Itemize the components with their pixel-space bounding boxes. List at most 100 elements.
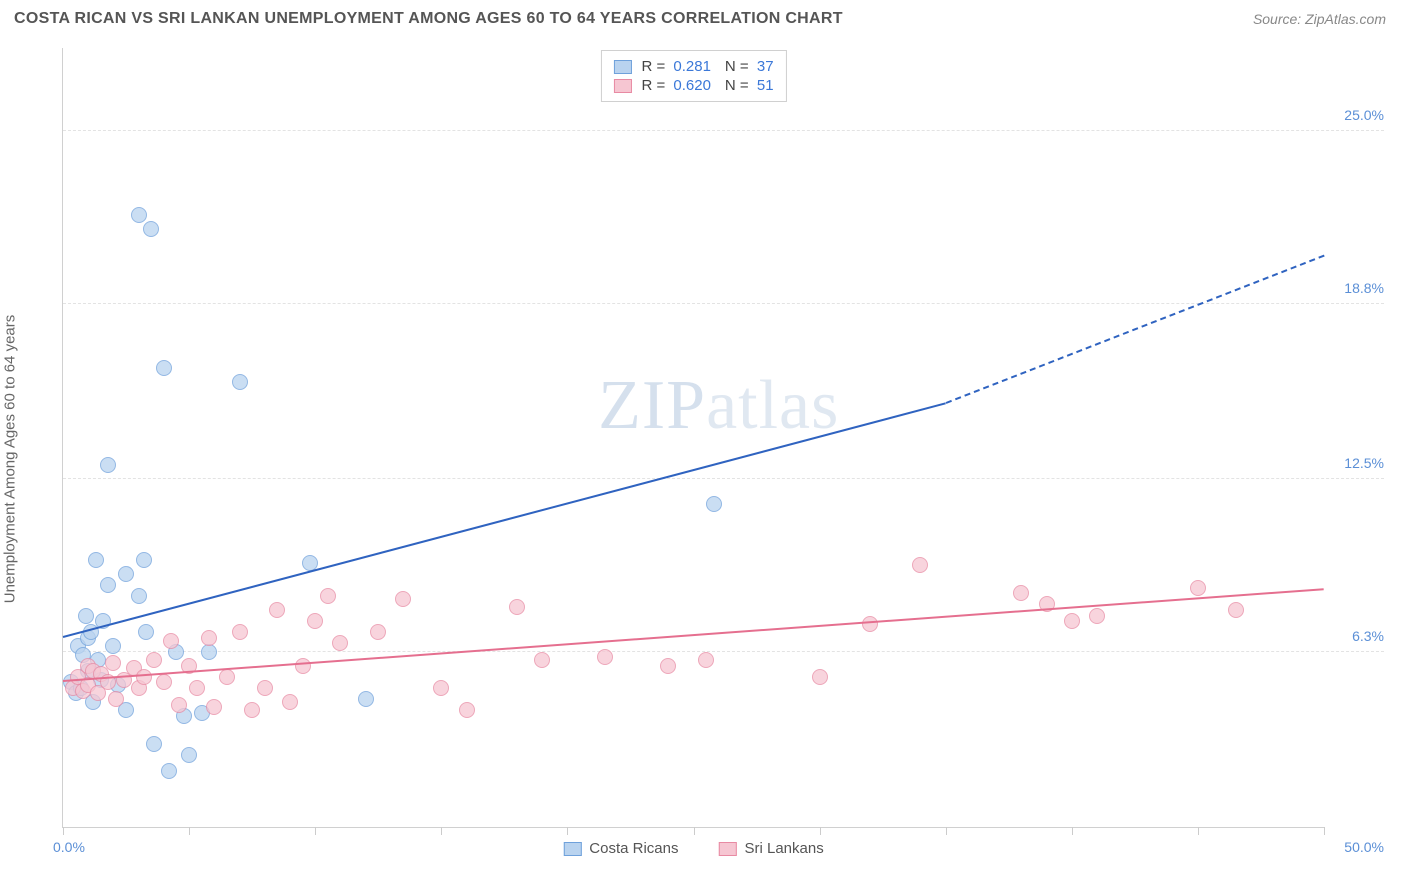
legend-label: Costa Ricans [589,840,678,857]
data-point [332,635,348,651]
chart-area: Unemployment Among Ages 60 to 64 years Z… [14,40,1392,878]
data-point [1013,585,1029,601]
data-point [131,207,147,223]
data-point [131,588,147,604]
data-point [108,691,124,707]
legend-r: R = 0.281N = 37 [641,58,773,75]
data-point [433,680,449,696]
legend-label: Sri Lankans [744,840,823,857]
data-point [597,649,613,665]
data-point [1064,613,1080,629]
data-point [1228,602,1244,618]
data-point [156,674,172,690]
y-axis-label: Unemployment Among Ages 60 to 64 years [2,315,19,604]
data-point [206,699,222,715]
data-point [257,680,273,696]
data-point [201,630,217,646]
data-point [105,638,121,654]
x-axis-max-label: 50.0% [1344,839,1384,855]
data-point [78,608,94,624]
data-point [88,552,104,568]
data-point [105,655,121,671]
trend-line [63,589,1324,683]
data-point [100,457,116,473]
data-point [395,591,411,607]
legend-item: Sri Lankans [718,840,823,857]
trend-line-extrapolated [945,255,1324,404]
data-point [118,566,134,582]
legend-series: Costa Ricans Sri Lankans [563,840,823,857]
watermark-bold: ZIP [598,367,706,444]
data-point [146,652,162,668]
chart-title: COSTA RICAN VS SRI LANKAN UNEMPLOYMENT A… [14,10,843,28]
source-label: Source: ZipAtlas.com [1253,11,1386,27]
legend-r: R = 0.620N = 51 [641,77,773,94]
data-point [156,360,172,376]
data-point [100,577,116,593]
data-point [138,624,154,640]
data-point [509,599,525,615]
x-tick [1198,827,1199,835]
data-point [161,763,177,779]
data-point [232,624,248,640]
x-tick [315,827,316,835]
legend-correlation: R = 0.281N = 37 R = 0.620N = 51 [600,50,786,102]
watermark: ZIPatlas [598,366,839,446]
data-point [862,616,878,632]
plot-region: ZIPatlas R = 0.281N = 37R = 0.620N = 51 … [62,48,1324,828]
y-tick-label: 18.8% [1344,280,1384,296]
data-point [143,221,159,237]
data-point [370,624,386,640]
gridline [63,478,1384,479]
data-point [219,669,235,685]
y-tick-label: 6.3% [1352,628,1384,644]
y-tick-label: 25.0% [1344,107,1384,123]
data-point [244,702,260,718]
x-tick [441,827,442,835]
data-point [232,374,248,390]
data-point [181,747,197,763]
data-point [1190,580,1206,596]
data-point [201,644,217,660]
data-point [136,552,152,568]
x-tick [694,827,695,835]
x-tick [567,827,568,835]
x-axis-min-label: 0.0% [53,839,85,855]
data-point [307,613,323,629]
x-tick [63,827,64,835]
data-point [1089,608,1105,624]
gridline [63,651,1384,652]
y-tick-label: 12.5% [1344,455,1384,471]
gridline [63,130,1384,131]
data-point [698,652,714,668]
trend-line [63,402,946,638]
legend-swatch [718,842,736,856]
legend-row: R = 0.620N = 51 [613,76,773,95]
data-point [660,658,676,674]
data-point [189,680,205,696]
gridline [63,303,1384,304]
legend-swatch [613,79,631,93]
data-point [812,669,828,685]
x-tick [946,827,947,835]
x-tick [1072,827,1073,835]
data-point [269,602,285,618]
data-point [534,652,550,668]
data-point [912,557,928,573]
data-point [358,691,374,707]
data-point [136,669,152,685]
data-point [295,658,311,674]
source-prefix: Source: [1253,11,1305,27]
legend-swatch [613,60,631,74]
data-point [320,588,336,604]
data-point [459,702,475,718]
data-point [171,697,187,713]
data-point [282,694,298,710]
watermark-thin: atlas [706,367,839,444]
legend-item: Costa Ricans [563,840,678,857]
x-tick [820,827,821,835]
data-point [163,633,179,649]
legend-swatch [563,842,581,856]
data-point [706,496,722,512]
legend-row: R = 0.281N = 37 [613,57,773,76]
